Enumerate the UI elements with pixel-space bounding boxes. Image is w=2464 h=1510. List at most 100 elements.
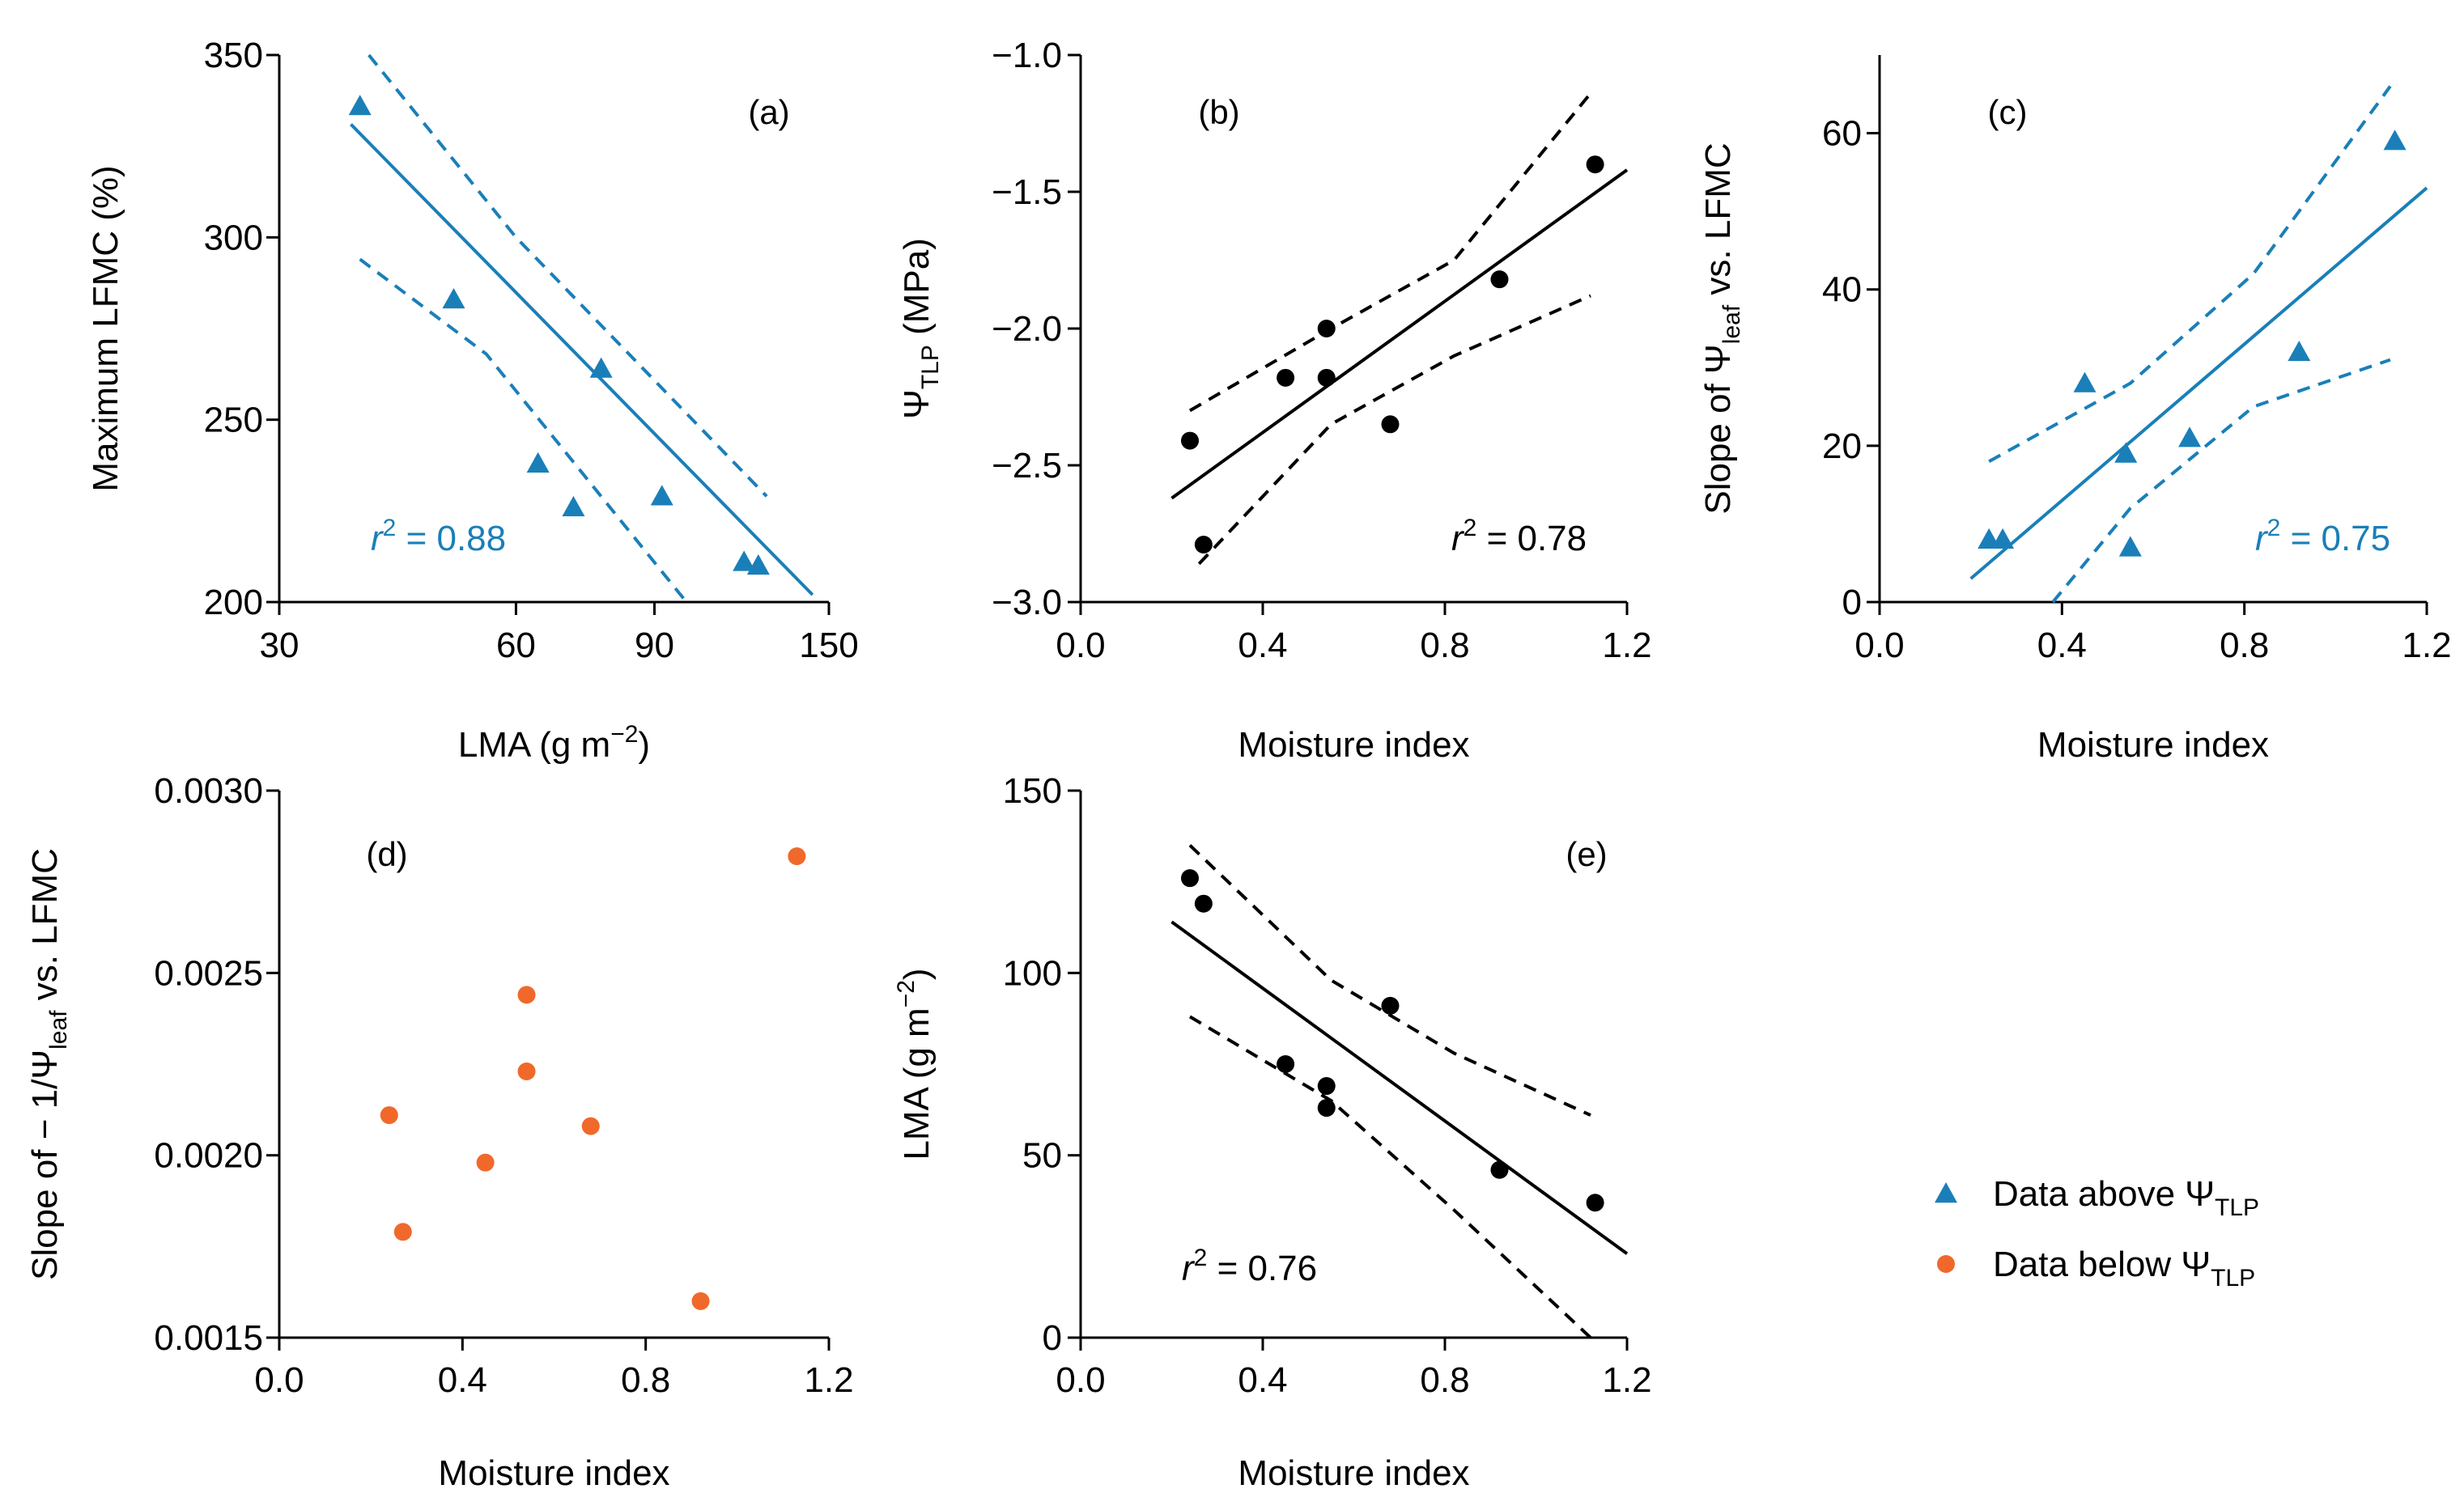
y-tick-label: −1.0 — [992, 36, 1062, 75]
data-point — [2178, 426, 2202, 447]
panel-label: (d) — [366, 835, 407, 873]
data-point — [589, 357, 613, 378]
data-point — [348, 95, 372, 116]
panel-c: 0.0 0.4 0.8 1.2 0 20 40 60 Moisture index Slope o… — [1698, 55, 2452, 765]
y-tick-label: 0.0030 — [154, 771, 263, 811]
data-point — [1381, 996, 1400, 1015]
data-point — [1991, 528, 2015, 549]
x-tick-label: 0.0 — [254, 1360, 304, 1400]
data-point — [1194, 536, 1213, 554]
panel-b: 0.0 0.4 0.8 1.2 −3.0 −2.5 −2.0 −1.5 −1.0 Moisture… — [897, 36, 1652, 765]
legend-label: Data below ΨTLP — [1993, 1245, 2255, 1292]
panel-label: (b) — [1198, 93, 1239, 131]
y-tick-label: 350 — [204, 36, 263, 75]
x-tick-label: 0.8 — [1420, 626, 1469, 665]
y-axis-label: Slope of Ψleaf vs. LFMC — [1698, 142, 1745, 514]
data-point — [1194, 894, 1213, 913]
x-axis-label: Moisture index — [1238, 1453, 1469, 1493]
x-tick-label: 1.2 — [2402, 626, 2451, 665]
data-point — [517, 1063, 536, 1081]
data-point — [380, 1106, 398, 1125]
data-point — [1317, 1077, 1336, 1096]
y-tick-label: 40 — [1822, 270, 1862, 310]
data-point — [517, 986, 536, 1004]
legend-label: Data above ΨTLP — [1993, 1174, 2259, 1221]
data-point — [2114, 442, 2138, 463]
y-tick-label: 100 — [1003, 953, 1062, 993]
data-point — [1586, 155, 1604, 174]
data-point — [526, 452, 550, 473]
x-tick-label: 0.0 — [1056, 626, 1105, 665]
data-point — [1317, 320, 1336, 337]
data-point — [393, 1223, 412, 1241]
y-tick-label: 0.0015 — [154, 1318, 263, 1358]
x-tick-label: 30 — [260, 626, 300, 665]
legend-marker-circle — [1937, 1255, 1955, 1273]
data-point — [1490, 1160, 1509, 1179]
x-tick-label: 0.4 — [2037, 626, 2087, 665]
panel-d: 0.0 0.4 0.8 1.2 0.0015 0.0020 0.0025 0.0030 Mois… — [25, 771, 854, 1493]
x-tick-label: 0.8 — [2220, 626, 2269, 665]
x-tick-label: 0.4 — [1238, 1360, 1287, 1400]
y-tick-label: 0.0020 — [154, 1136, 263, 1176]
panel-label: (e) — [1565, 835, 1607, 873]
data-point — [1277, 368, 1295, 387]
r2-annotation: r2 = 0.75 — [2255, 515, 2390, 558]
x-tick-label: 1.2 — [1602, 1360, 1651, 1400]
regression-line — [1170, 168, 1629, 500]
y-tick-label: 0 — [1043, 1318, 1062, 1358]
confidence-band-upper — [1988, 85, 2392, 463]
data-point — [442, 287, 465, 309]
x-tick-label: 1.2 — [1602, 626, 1651, 665]
legend-marker-triangle — [1935, 1182, 1957, 1203]
y-tick-label: 0 — [1842, 583, 1862, 622]
data-point — [1181, 431, 1199, 450]
confidence-band-upper — [1188, 92, 1592, 413]
x-axis-label: LMA (g m−2) — [458, 721, 650, 765]
y-axis-label: LMA (g m−2) — [893, 968, 937, 1160]
regression-line — [1170, 920, 1629, 1255]
panel-e: 0.0 0.4 0.8 1.2 0 50 100 150 Moisture index LMA (… — [893, 771, 1652, 1493]
y-tick-label: −2.0 — [992, 309, 1062, 349]
legend: Data above ΨTLP Data below ΨTLP — [1935, 1174, 2259, 1292]
data-point — [746, 554, 770, 575]
y-axis-label: ΨTLP (MPa) — [897, 238, 944, 419]
data-point — [1586, 1194, 1604, 1212]
x-tick-label: 0.0 — [1854, 626, 1904, 665]
confidence-band-lower — [359, 257, 685, 600]
x-tick-label: 1.2 — [804, 1360, 853, 1400]
panel-label: (a) — [748, 93, 789, 131]
data-point — [1277, 1055, 1295, 1073]
x-tick-label: 0.4 — [1238, 626, 1287, 665]
regression-line — [1969, 186, 2428, 580]
x-tick-label: 0.0 — [1056, 1360, 1105, 1400]
y-tick-label: 200 — [204, 583, 263, 622]
data-point — [476, 1153, 495, 1172]
data-point — [581, 1117, 600, 1135]
data-point — [2288, 340, 2311, 362]
y-tick-label: 20 — [1822, 426, 1862, 466]
y-tick-label: −1.5 — [992, 172, 1062, 212]
r2-annotation: r2 = 0.76 — [1182, 1245, 1317, 1288]
x-axis-label: Moisture index — [438, 1453, 669, 1493]
x-tick-label: 60 — [496, 626, 536, 665]
data-point — [2118, 536, 2142, 557]
y-axis-label: Slope of − 1/Ψleaf vs. LFMC — [25, 848, 72, 1280]
data-point — [1381, 415, 1400, 434]
x-tick-label: 150 — [799, 626, 858, 665]
data-point — [733, 550, 756, 571]
panel-a: 30 60 90 150 200 250 300 350 LMA (g m−2) Maximum … — [86, 36, 859, 765]
x-axis-label: Moisture index — [1238, 725, 1469, 765]
data-point — [2383, 129, 2407, 151]
data-point — [1317, 1099, 1336, 1118]
panel-label: (c) — [1988, 93, 2028, 131]
y-tick-label: −2.5 — [992, 446, 1062, 486]
data-point — [650, 485, 673, 506]
y-tick-label: 300 — [204, 218, 263, 257]
data-point — [1181, 869, 1199, 888]
r2-annotation: r2 = 0.88 — [371, 515, 506, 558]
y-tick-label: 250 — [204, 401, 263, 440]
y-axis-label: Maximum LFMC (%) — [86, 165, 125, 491]
y-tick-label: 60 — [1822, 114, 1862, 154]
